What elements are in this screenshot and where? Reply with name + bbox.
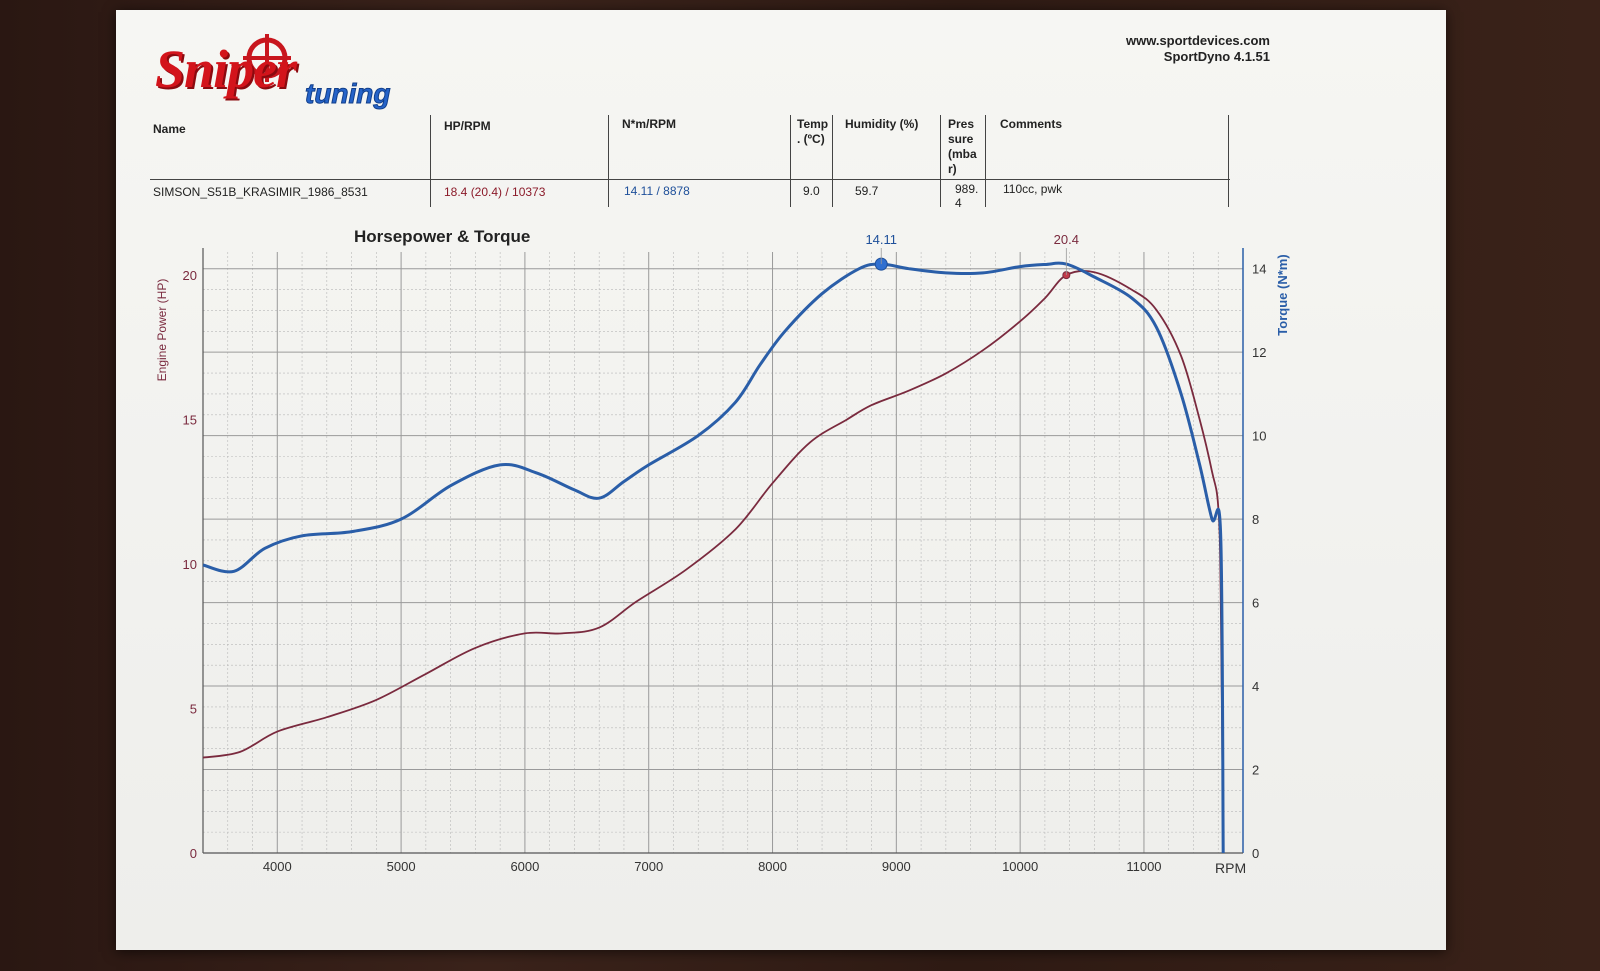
col-nm-rpm: N*m/RPM [622, 117, 677, 131]
col-name: Name [153, 122, 186, 136]
software-version: SportDyno 4.1.51 [1163, 49, 1270, 64]
col-hp-rpm: HP/RPM [444, 119, 491, 133]
col-comments: Comments [1000, 117, 1063, 131]
logo-sub-text: tuning [305, 78, 392, 110]
logo-target-icon [243, 34, 291, 82]
col-pressure: Pres sure (mba r) [948, 117, 977, 176]
row-hp: 18.4 (20.4) / 10373 [444, 185, 546, 199]
logo-main-text: Sniper [155, 39, 297, 99]
row-humidity: 59.7 [855, 184, 879, 198]
col-humidity: Humidity (%) [845, 117, 919, 131]
site-url[interactable]: www.sportdevices.com [1125, 33, 1270, 48]
row-name: SIMSON_S51B_KRASIMIR_1986_8531 [153, 185, 368, 199]
chart-title: Horsepower & Torque [354, 227, 531, 246]
site-info: www.sportdevices.com SportDyno 4.1.51 [1100, 33, 1270, 65]
col-temp: Temp . (ºC) [797, 117, 829, 146]
row-nm: 14.11 / 8878 [624, 184, 690, 198]
row-temp: 9.0 [803, 184, 820, 198]
row-pressure: 989. 4 [955, 182, 979, 210]
dyno-sheet [116, 10, 1446, 950]
row-comments: 110cc, pwk [1003, 182, 1063, 196]
